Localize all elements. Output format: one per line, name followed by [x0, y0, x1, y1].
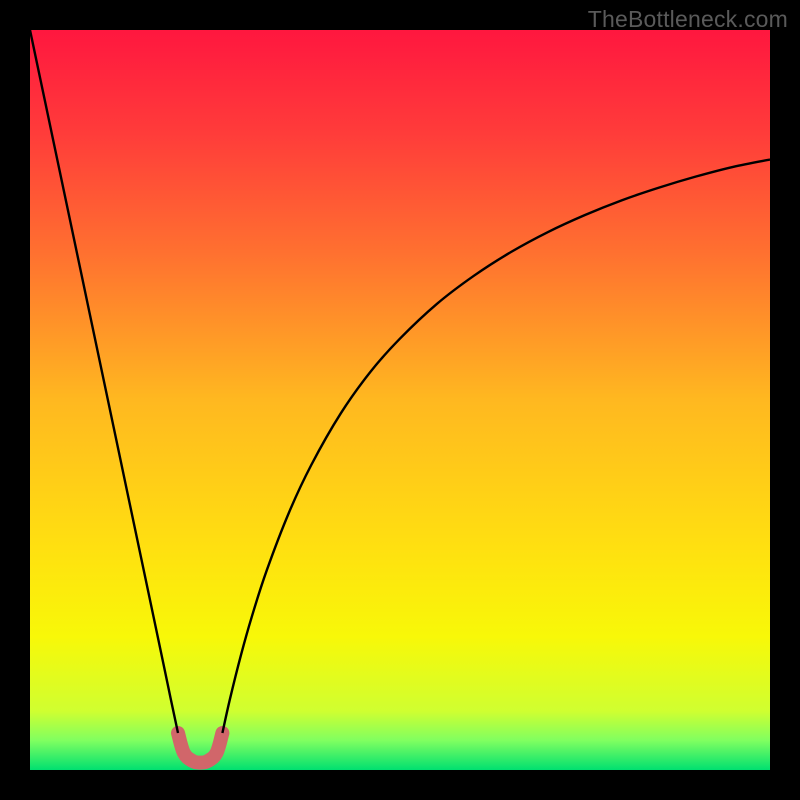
watermark-text: TheBottleneck.com: [588, 6, 788, 33]
plot-area: [30, 30, 770, 770]
curve-svg: [30, 30, 770, 770]
right-limb-path: [222, 160, 770, 734]
highlight-u-path: [178, 733, 222, 763]
left-limb-path: [30, 30, 178, 733]
